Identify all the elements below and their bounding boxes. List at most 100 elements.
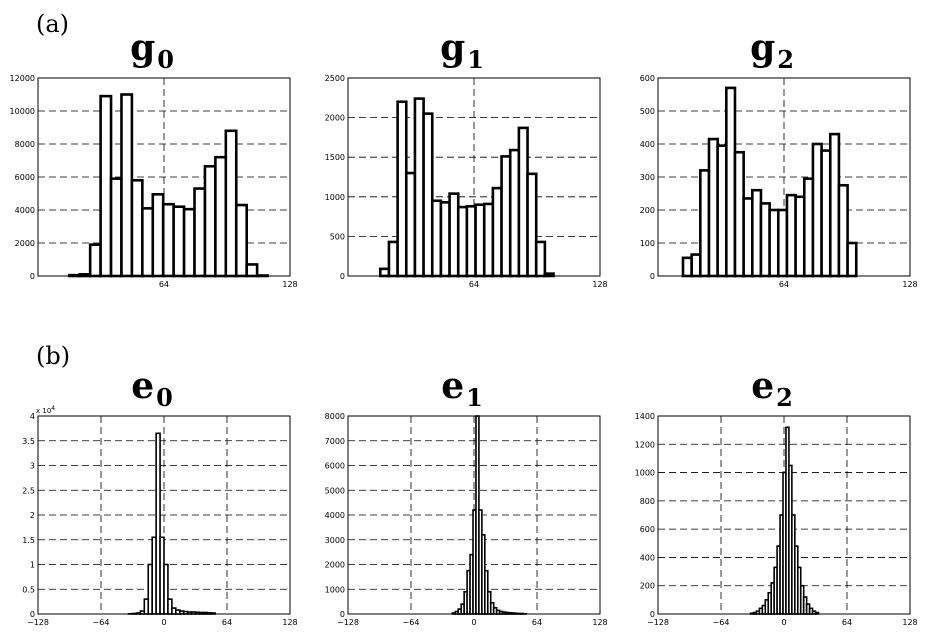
plot-frame: [347, 415, 601, 615]
y-tick-label: 0: [340, 272, 345, 281]
y-tick-label: 800: [640, 497, 655, 506]
chart-title-subscript: 2: [777, 45, 794, 74]
x-tick-label: 64: [532, 618, 542, 627]
y-tick-label: 600: [640, 525, 655, 534]
y-tick-label: 0: [650, 610, 655, 619]
x-tick-label: 64: [469, 280, 479, 289]
x-tick-label: 64: [222, 618, 232, 627]
y-tick-label: 8000: [15, 140, 35, 149]
x-tick-label: −128: [337, 618, 359, 627]
histogram-bar: [224, 129, 238, 278]
y-tick-label: 0.5: [22, 585, 35, 594]
y-tick-label: 3.5: [22, 437, 35, 446]
y-tick-label: 6000: [15, 173, 35, 182]
histogram-bar: [203, 164, 217, 278]
y-tick-label: 100: [640, 239, 655, 248]
chart-title-subscript: 0: [157, 45, 174, 74]
y-tick-label: 500: [640, 107, 655, 116]
histogram-bar: [846, 241, 858, 278]
x-tick-label: 128: [902, 618, 917, 627]
y-tick-label: 1500: [325, 153, 345, 162]
y-tick-label: 5000: [325, 486, 345, 495]
y-tick-label: 1000: [325, 585, 345, 594]
y-tick-label: 1000: [325, 193, 345, 202]
y-multiplier: x 104: [36, 405, 55, 415]
chart-title-subscript: 1: [467, 45, 484, 74]
histogram-bar: [182, 207, 196, 278]
x-tick-label: 64: [159, 280, 169, 289]
y-tick-label: 2000: [325, 114, 345, 123]
chart-title-subscript: 1: [466, 383, 483, 412]
y-tick-label: 0: [30, 272, 35, 281]
chart-e1: 0 1000 2000 3000 4000 5000 6000 7000 8000 −128 −64…: [325, 365, 608, 627]
chart-e2: 0 200 400 600 800 1000 1200 1400 −128 −64 0 64 128 e2: [635, 365, 918, 627]
x-tick-label: −64: [93, 618, 110, 627]
chart-g0: 0 2000 4000 6000 8000 10000 12000 64 128 g0: [10, 27, 298, 289]
histogram-bar: [109, 177, 123, 278]
histogram-bar: [534, 240, 547, 278]
y-tick-label: 2.5: [22, 486, 35, 495]
x-tick-label: 0: [471, 618, 476, 627]
plot-frame: [347, 77, 601, 277]
y-tick-label: 1400: [635, 412, 655, 421]
y-tick-label: 12000: [10, 74, 35, 83]
histogram-bar: [141, 207, 155, 278]
x-tick-label: 128: [282, 618, 297, 627]
y-tick-label: 200: [640, 582, 655, 591]
chart-title-subscript: 0: [156, 383, 173, 412]
y-tick-label: 1: [30, 561, 35, 570]
chart-title: e2: [751, 365, 793, 412]
x-tick-label: 128: [902, 280, 917, 289]
y-tick-label: 2000: [325, 561, 345, 570]
y-tick-label: 8000: [325, 412, 345, 421]
y-tick-label: 2: [30, 511, 35, 520]
y-tick-label: 300: [640, 173, 655, 182]
y-tick-label: 1000: [635, 469, 655, 478]
y-tick-label: 7000: [325, 437, 345, 446]
y-tick-label: 2000: [15, 239, 35, 248]
histogram-bar: [234, 203, 248, 278]
x-tick-label: 128: [592, 280, 607, 289]
histogram-bar: [245, 263, 259, 278]
y-tick-label: 4000: [325, 511, 345, 520]
y-tick-label: 0: [340, 610, 345, 619]
y-tick-label: 500: [330, 232, 345, 241]
panel-label-a: (a): [36, 10, 69, 38]
plot-frame: [657, 415, 911, 615]
histogram-bar: [88, 243, 102, 278]
x-tick-label: −64: [403, 618, 420, 627]
chart-title: g1: [440, 27, 484, 74]
y-tick-label: 400: [640, 553, 655, 562]
histogram-bar: [120, 93, 134, 278]
chart-e0: 0 0.5 1 1.5 2 2.5 3 3.5 4 −128 −64 0 64 128 x 104 e0: [22, 365, 297, 627]
histogram-bar: [151, 193, 165, 278]
y-tick-label: 2500: [325, 74, 345, 83]
plot-frame: [37, 415, 291, 615]
y-tick-label: 400: [640, 140, 655, 149]
y-tick-label: 4: [30, 412, 35, 421]
chart-title-subscript: 2: [776, 383, 793, 412]
histogram-bar: [99, 94, 113, 278]
y-tick-label: 0: [30, 610, 35, 619]
x-tick-label: 64: [779, 280, 789, 289]
histogram-bar: [130, 179, 144, 278]
x-tick-label: 0: [781, 618, 786, 627]
chart-title: g2: [750, 27, 794, 74]
plot-frame: [37, 77, 291, 277]
y-tick-label: 200: [640, 206, 655, 215]
y-tick-label: 1200: [635, 440, 655, 449]
y-tick-label: 3000: [325, 536, 345, 545]
histogram-bar: [193, 187, 207, 278]
x-tick-label: −128: [27, 618, 49, 627]
y-tick-label: 6000: [325, 462, 345, 471]
y-tick-label: 4000: [15, 206, 35, 215]
panel-label-b: (b): [36, 342, 70, 370]
histogram-bar: [214, 155, 228, 278]
y-tick-label: 3: [30, 462, 35, 471]
x-tick-label: 128: [282, 280, 297, 289]
histogram-bar: [161, 202, 175, 278]
x-tick-label: 0: [161, 618, 166, 627]
y-tick-label: 1.5: [22, 536, 35, 545]
